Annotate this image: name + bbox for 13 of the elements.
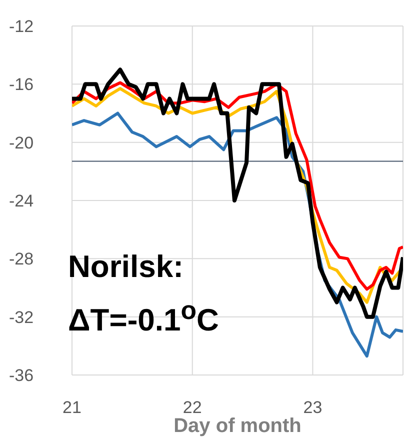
y-tick-label: -12 — [9, 17, 34, 36]
y-tick-label: -20 — [9, 133, 34, 152]
x-tick-label: 21 — [62, 398, 82, 418]
y-tick-label: -16 — [9, 75, 34, 94]
x-tick-label: 23 — [303, 398, 322, 418]
y-tick-label: -28 — [9, 250, 34, 269]
y-tick-label: -32 — [9, 308, 34, 327]
y-tick-label: -36 — [9, 366, 34, 386]
y-tick-label: -24 — [9, 192, 34, 211]
x-axis-title: Day of month — [174, 415, 302, 437]
annotation: Norilsk: — [68, 248, 184, 286]
x-tick-label: 22 — [182, 398, 202, 418]
annotation: ΔT=-0.1$^{o}$C — [68, 296, 219, 340]
